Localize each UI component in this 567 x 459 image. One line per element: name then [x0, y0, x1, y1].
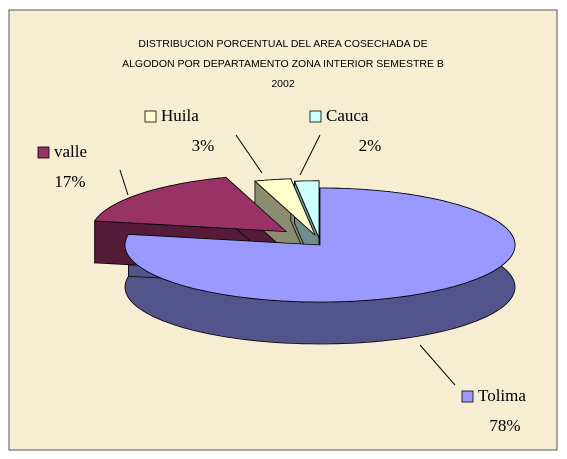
slice: [294, 180, 320, 238]
category-label: Cauca: [326, 106, 369, 125]
legend-swatch: [37, 146, 50, 159]
leader-line: [419, 344, 456, 386]
leader-line: [235, 134, 263, 174]
legend-swatch: [144, 110, 157, 123]
category-label: valle: [54, 142, 87, 161]
chart-title: ALGODON POR DEPARTAMENTO ZONA INTERIOR S…: [122, 58, 444, 70]
chart-title: DISTRIBUCION PORCENTUAL DEL AREA COSECHA…: [138, 38, 427, 50]
value-label: 3%: [192, 136, 215, 155]
slice: [93, 176, 288, 233]
value-label: 17%: [54, 172, 85, 191]
slice: [253, 178, 316, 236]
category-label: Huila: [161, 106, 199, 125]
leader-line: [119, 169, 129, 196]
leader-line: [299, 134, 321, 176]
leader-lines: [119, 134, 456, 386]
category-label: Tolima: [478, 386, 526, 405]
value-label: 78%: [489, 416, 520, 435]
legend-swatch: [309, 110, 322, 123]
slice: [124, 187, 516, 303]
chart-title: 2002: [271, 78, 295, 90]
legend-swatch: [461, 390, 474, 403]
value-label: 2%: [359, 136, 382, 155]
